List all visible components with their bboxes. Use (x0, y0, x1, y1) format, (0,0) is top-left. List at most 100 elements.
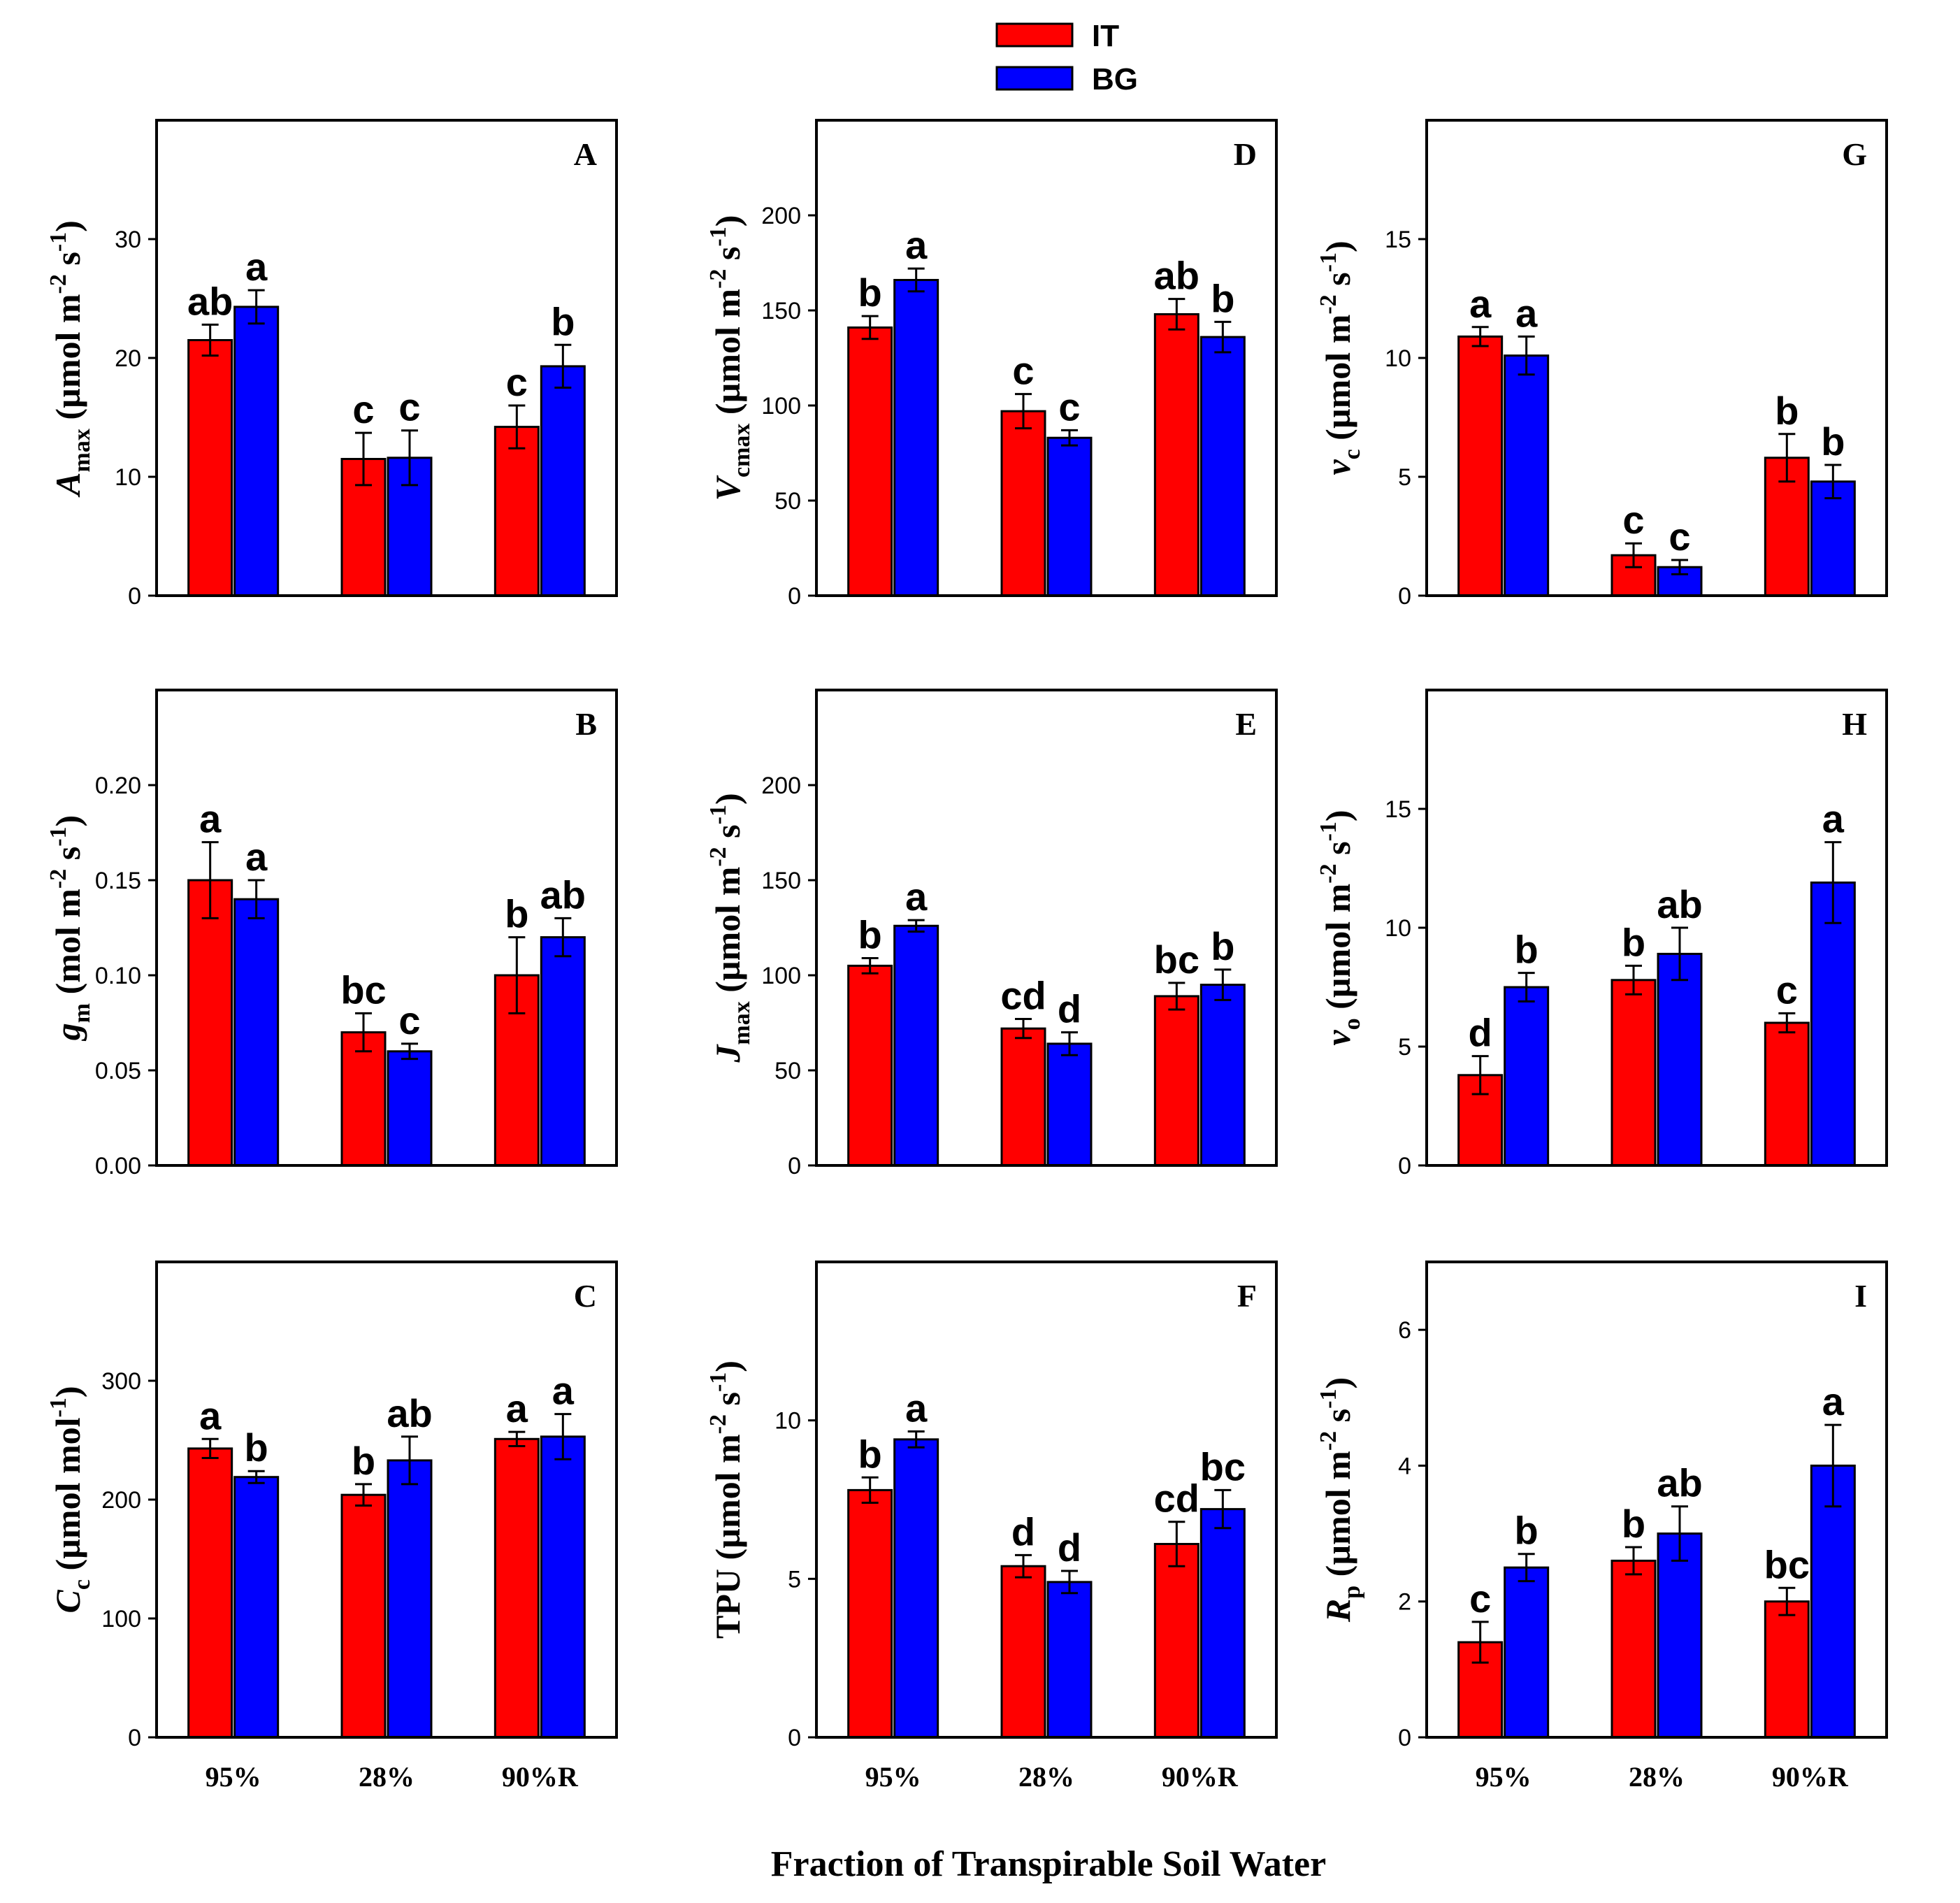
sig-label-E-IT-2: bc (1154, 938, 1199, 982)
legend-swatch-it (995, 22, 1074, 48)
plot-frame-D (815, 119, 1278, 597)
y-axis-title-part-B-0: g (48, 1023, 87, 1041)
ytick-label-F-2: 10 (774, 1408, 801, 1435)
panel-letter-F: F (1237, 1278, 1257, 1314)
y-axis-title-part-A-6: ) (48, 220, 87, 232)
bar-A-IT-2 (493, 426, 540, 597)
ytick-label-B-2: 0.10 (95, 963, 141, 989)
sig-label-E-IT-1: cd (1000, 974, 1046, 1018)
bar-I-IT-2 (1764, 1600, 1810, 1739)
y-axis-title-H: vo (µmol m-2 s-1) (1316, 810, 1365, 1045)
sig-label-A-BG-0: a (245, 245, 268, 289)
bar-H-IT-2 (1764, 1021, 1810, 1167)
sig-label-E-BG-0: a (905, 875, 928, 919)
bar-I-IT-1 (1610, 1559, 1657, 1739)
sig-label-G-BG-1: c (1669, 515, 1690, 559)
bar-I-BG-0 (1504, 1566, 1550, 1739)
plot-frame-H (1425, 689, 1888, 1167)
sig-label-D-IT-0: b (858, 271, 882, 315)
bar-E-BG-1 (1046, 1042, 1093, 1167)
ytick-label-I-0: 0 (1398, 1725, 1411, 1751)
ytick-label-G-0: 0 (1398, 583, 1411, 610)
y-axis-title-F: TPU (µmol m-2 s-1) (705, 1360, 747, 1639)
y-axis-title-part-G-4: s (1318, 272, 1357, 294)
bar-B-BG-2 (540, 936, 586, 1167)
bar-C-BG-2 (540, 1435, 586, 1739)
plot-frame-A (155, 119, 618, 597)
y-axis-title-part-F-6: ) (708, 1360, 747, 1372)
ytick-label-G-1: 5 (1398, 464, 1411, 491)
sig-label-H-IT-2: c (1776, 968, 1798, 1012)
sig-label-C-IT-2: a (506, 1386, 528, 1430)
ytick-label-C-1: 100 (101, 1606, 141, 1632)
ytick-label-E-2: 100 (761, 963, 801, 989)
bar-A-BG-0 (233, 306, 280, 597)
bar-D-IT-1 (1000, 410, 1046, 597)
y-axis-title-part-E-2: (µmol m (708, 867, 747, 1002)
y-axis-title-part-C-0: C (48, 1589, 87, 1613)
y-axis-title-part-C-6: ) (48, 1386, 87, 1398)
ytick-label-B-1: 0.05 (95, 1058, 141, 1084)
panel-letter-G: G (1842, 136, 1867, 172)
bar-A-IT-0 (187, 339, 233, 597)
y-axis-title-part-E-0: J (708, 1044, 747, 1063)
bar-B-IT-0 (187, 879, 233, 1167)
y-axis-title-part-E-1: max (729, 1001, 755, 1044)
ytick-label-G-2: 10 (1385, 345, 1411, 372)
y-axis-title-part-I-0: R (1318, 1599, 1357, 1623)
bar-H-BG-0 (1504, 986, 1550, 1167)
sig-label-C-IT-0: a (199, 1393, 222, 1437)
sig-label-G-IT-2: b (1775, 389, 1799, 433)
bar-E-IT-2 (1153, 995, 1199, 1167)
y-axis-title-part-B-2: (mol m (48, 889, 87, 1003)
panel-letter-D: D (1234, 136, 1257, 172)
sig-label-I-BG-2: a (1822, 1379, 1845, 1423)
bar-E-IT-1 (1000, 1027, 1046, 1167)
y-axis-title-part-D-4: s (708, 247, 747, 269)
y-axis-title-part-F-5: -1 (705, 1372, 731, 1392)
y-axis-title-part-F-4: s (708, 1392, 747, 1414)
panel-letter-C: C (574, 1278, 597, 1314)
sig-label-B-BG-2: ab (540, 872, 586, 917)
y-axis-title-part-H-6: ) (1318, 810, 1357, 821)
ytick-label-B-0: 0.00 (95, 1153, 141, 1179)
sig-label-I-BG-0: b (1515, 1509, 1539, 1553)
y-axis-title-part-D-1: cmax (729, 424, 755, 477)
y-axis-title-part-C-1: c (69, 1579, 95, 1590)
sig-label-H-BG-1: ab (1657, 882, 1702, 926)
sig-label-F-IT-1: d (1011, 1509, 1035, 1553)
bar-C-BG-0 (233, 1476, 280, 1739)
category-label-F-2: 90%R (1162, 1761, 1239, 1793)
ytick-label-A-2: 20 (115, 345, 141, 372)
category-label-I-1: 28% (1629, 1761, 1685, 1793)
bar-H-IT-1 (1610, 979, 1657, 1167)
bar-C-IT-2 (493, 1437, 540, 1739)
y-axis-title-part-D-3: -2 (705, 269, 731, 289)
sig-label-A-IT-2: c (506, 360, 528, 404)
sig-label-H-BG-2: a (1822, 797, 1845, 841)
bar-D-BG-0 (893, 278, 939, 597)
legend-label-it: IT (1092, 19, 1119, 53)
y-axis-title-part-B-5: -1 (45, 826, 71, 846)
y-axis-title-part-F-2: (µmol m (708, 1434, 747, 1569)
x-axis-title: Fraction of Transpirable Soil Water (771, 1844, 1326, 1884)
y-axis-title-D: Vcmax (µmol m-2 s-1) (705, 215, 755, 501)
y-axis-title-E: Jmax (µmol m-2 s-1) (705, 793, 755, 1063)
ytick-label-A-3: 30 (115, 227, 141, 253)
panel-letter-B: B (575, 706, 597, 742)
bar-B-BG-0 (233, 898, 280, 1167)
ytick-label-H-3: 15 (1385, 796, 1411, 823)
bar-B-IT-1 (340, 1031, 387, 1167)
plot-frame-G (1425, 119, 1888, 597)
legend: IT BG (995, 19, 1138, 96)
y-axis-title-part-B-4: s (48, 847, 87, 869)
ytick-label-I-3: 6 (1398, 1317, 1411, 1344)
ytick-label-E-4: 200 (761, 773, 801, 799)
y-axis-title-part-I-5: -1 (1316, 1389, 1341, 1409)
sig-label-E-BG-2: b (1211, 924, 1234, 968)
y-axis-title-part-H-4: s (1318, 841, 1357, 863)
ytick-label-F-1: 5 (788, 1566, 801, 1593)
bar-F-IT-0 (847, 1488, 893, 1739)
